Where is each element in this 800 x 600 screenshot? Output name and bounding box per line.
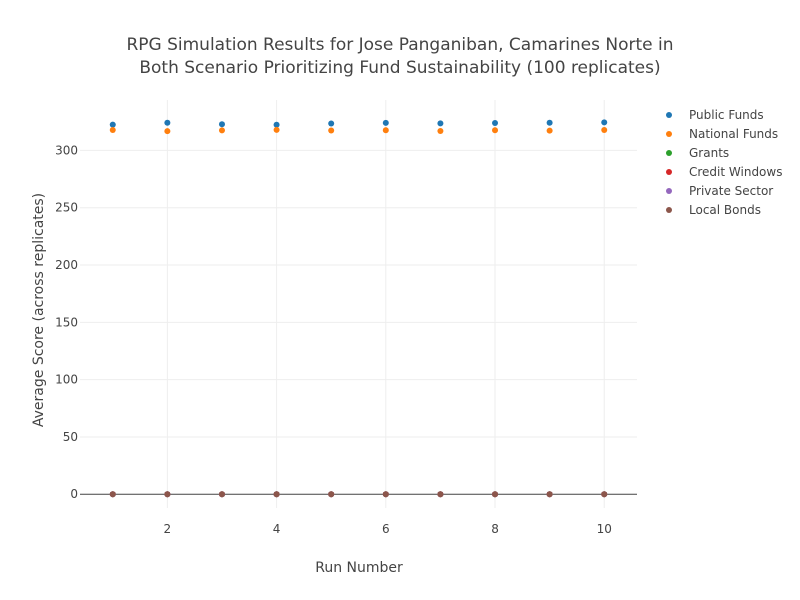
- chart-title: RPG Simulation Results for Jose Panganib…: [126, 35, 673, 78]
- data-point[interactable]: [601, 491, 608, 498]
- x-tick-label: 6: [382, 522, 390, 536]
- y-tick-label: 200: [55, 258, 78, 272]
- data-point[interactable]: [546, 491, 553, 498]
- data-points: [109, 119, 608, 498]
- data-point[interactable]: [164, 128, 171, 135]
- y-axis-title: Average Score (across replicates): [31, 193, 47, 427]
- data-point[interactable]: [218, 491, 225, 498]
- grid: [80, 100, 637, 508]
- data-point[interactable]: [164, 119, 171, 126]
- data-point[interactable]: [382, 119, 389, 126]
- x-tick-label: 2: [164, 522, 172, 536]
- x-axis-title: Run Number: [315, 560, 403, 576]
- data-point[interactable]: [492, 127, 499, 134]
- data-point[interactable]: [437, 491, 444, 498]
- series-local-bonds: [109, 491, 608, 498]
- legend-item[interactable]: Public Funds: [666, 108, 764, 122]
- legend-item[interactable]: Grants: [666, 146, 729, 160]
- legend-item[interactable]: Private Sector: [666, 184, 773, 198]
- legend[interactable]: Public Funds National Funds Grants Credit W…: [666, 108, 782, 217]
- data-point[interactable]: [601, 119, 608, 126]
- data-point[interactable]: [273, 491, 280, 498]
- data-point[interactable]: [273, 121, 280, 128]
- data-point[interactable]: [273, 126, 280, 133]
- data-point[interactable]: [109, 121, 116, 128]
- y-tick-label: 50: [63, 430, 78, 444]
- legend-label: Local Bonds: [689, 203, 761, 217]
- x-tick-label: 10: [597, 522, 612, 536]
- data-point[interactable]: [492, 491, 499, 498]
- x-tick-label: 4: [273, 522, 281, 536]
- legend-item[interactable]: National Funds: [666, 127, 778, 141]
- x-tick-label: 8: [491, 522, 499, 536]
- data-point[interactable]: [328, 491, 335, 498]
- legend-item[interactable]: Credit Windows: [666, 165, 782, 179]
- data-point[interactable]: [601, 127, 608, 134]
- y-tick-label: 250: [55, 201, 78, 215]
- y-axis-ticks: 0 50 100 150 200 250 300: [55, 143, 78, 501]
- data-point[interactable]: [546, 119, 553, 126]
- data-point[interactable]: [164, 491, 171, 498]
- x-axis-ticks: 2 4 6 8 10: [164, 522, 612, 536]
- legend-label: National Funds: [689, 127, 778, 141]
- y-tick-label: 300: [55, 143, 78, 157]
- legend-label: Credit Windows: [689, 165, 782, 179]
- y-tick-label: 0: [70, 487, 78, 501]
- series-public-funds: [109, 119, 608, 128]
- legend-item[interactable]: Local Bonds: [666, 203, 761, 217]
- y-tick-label: 100: [55, 373, 78, 387]
- data-point[interactable]: [218, 127, 225, 134]
- data-point[interactable]: [382, 491, 389, 498]
- data-point[interactable]: [328, 127, 335, 134]
- data-point[interactable]: [492, 120, 499, 127]
- data-point[interactable]: [109, 491, 116, 498]
- legend-marker: [666, 188, 672, 194]
- legend-marker: [666, 207, 672, 213]
- legend-marker: [666, 150, 672, 156]
- legend-marker: [666, 169, 672, 175]
- data-point[interactable]: [437, 120, 444, 127]
- data-point[interactable]: [546, 127, 553, 134]
- series-national-funds: [109, 126, 608, 135]
- legend-label: Grants: [689, 146, 729, 160]
- y-tick-label: 150: [55, 315, 78, 329]
- data-point[interactable]: [109, 127, 116, 134]
- data-point[interactable]: [382, 127, 389, 134]
- chart-title-line-1: RPG Simulation Results for Jose Panganib…: [126, 35, 673, 55]
- legend-marker: [666, 112, 672, 118]
- chart-title-line-2: Both Scenario Prioritizing Fund Sustaina…: [139, 58, 660, 78]
- data-point[interactable]: [328, 120, 335, 127]
- legend-marker: [666, 131, 672, 137]
- legend-label: Private Sector: [689, 184, 773, 198]
- data-point[interactable]: [437, 128, 444, 135]
- data-point[interactable]: [218, 121, 225, 128]
- legend-label: Public Funds: [689, 108, 764, 122]
